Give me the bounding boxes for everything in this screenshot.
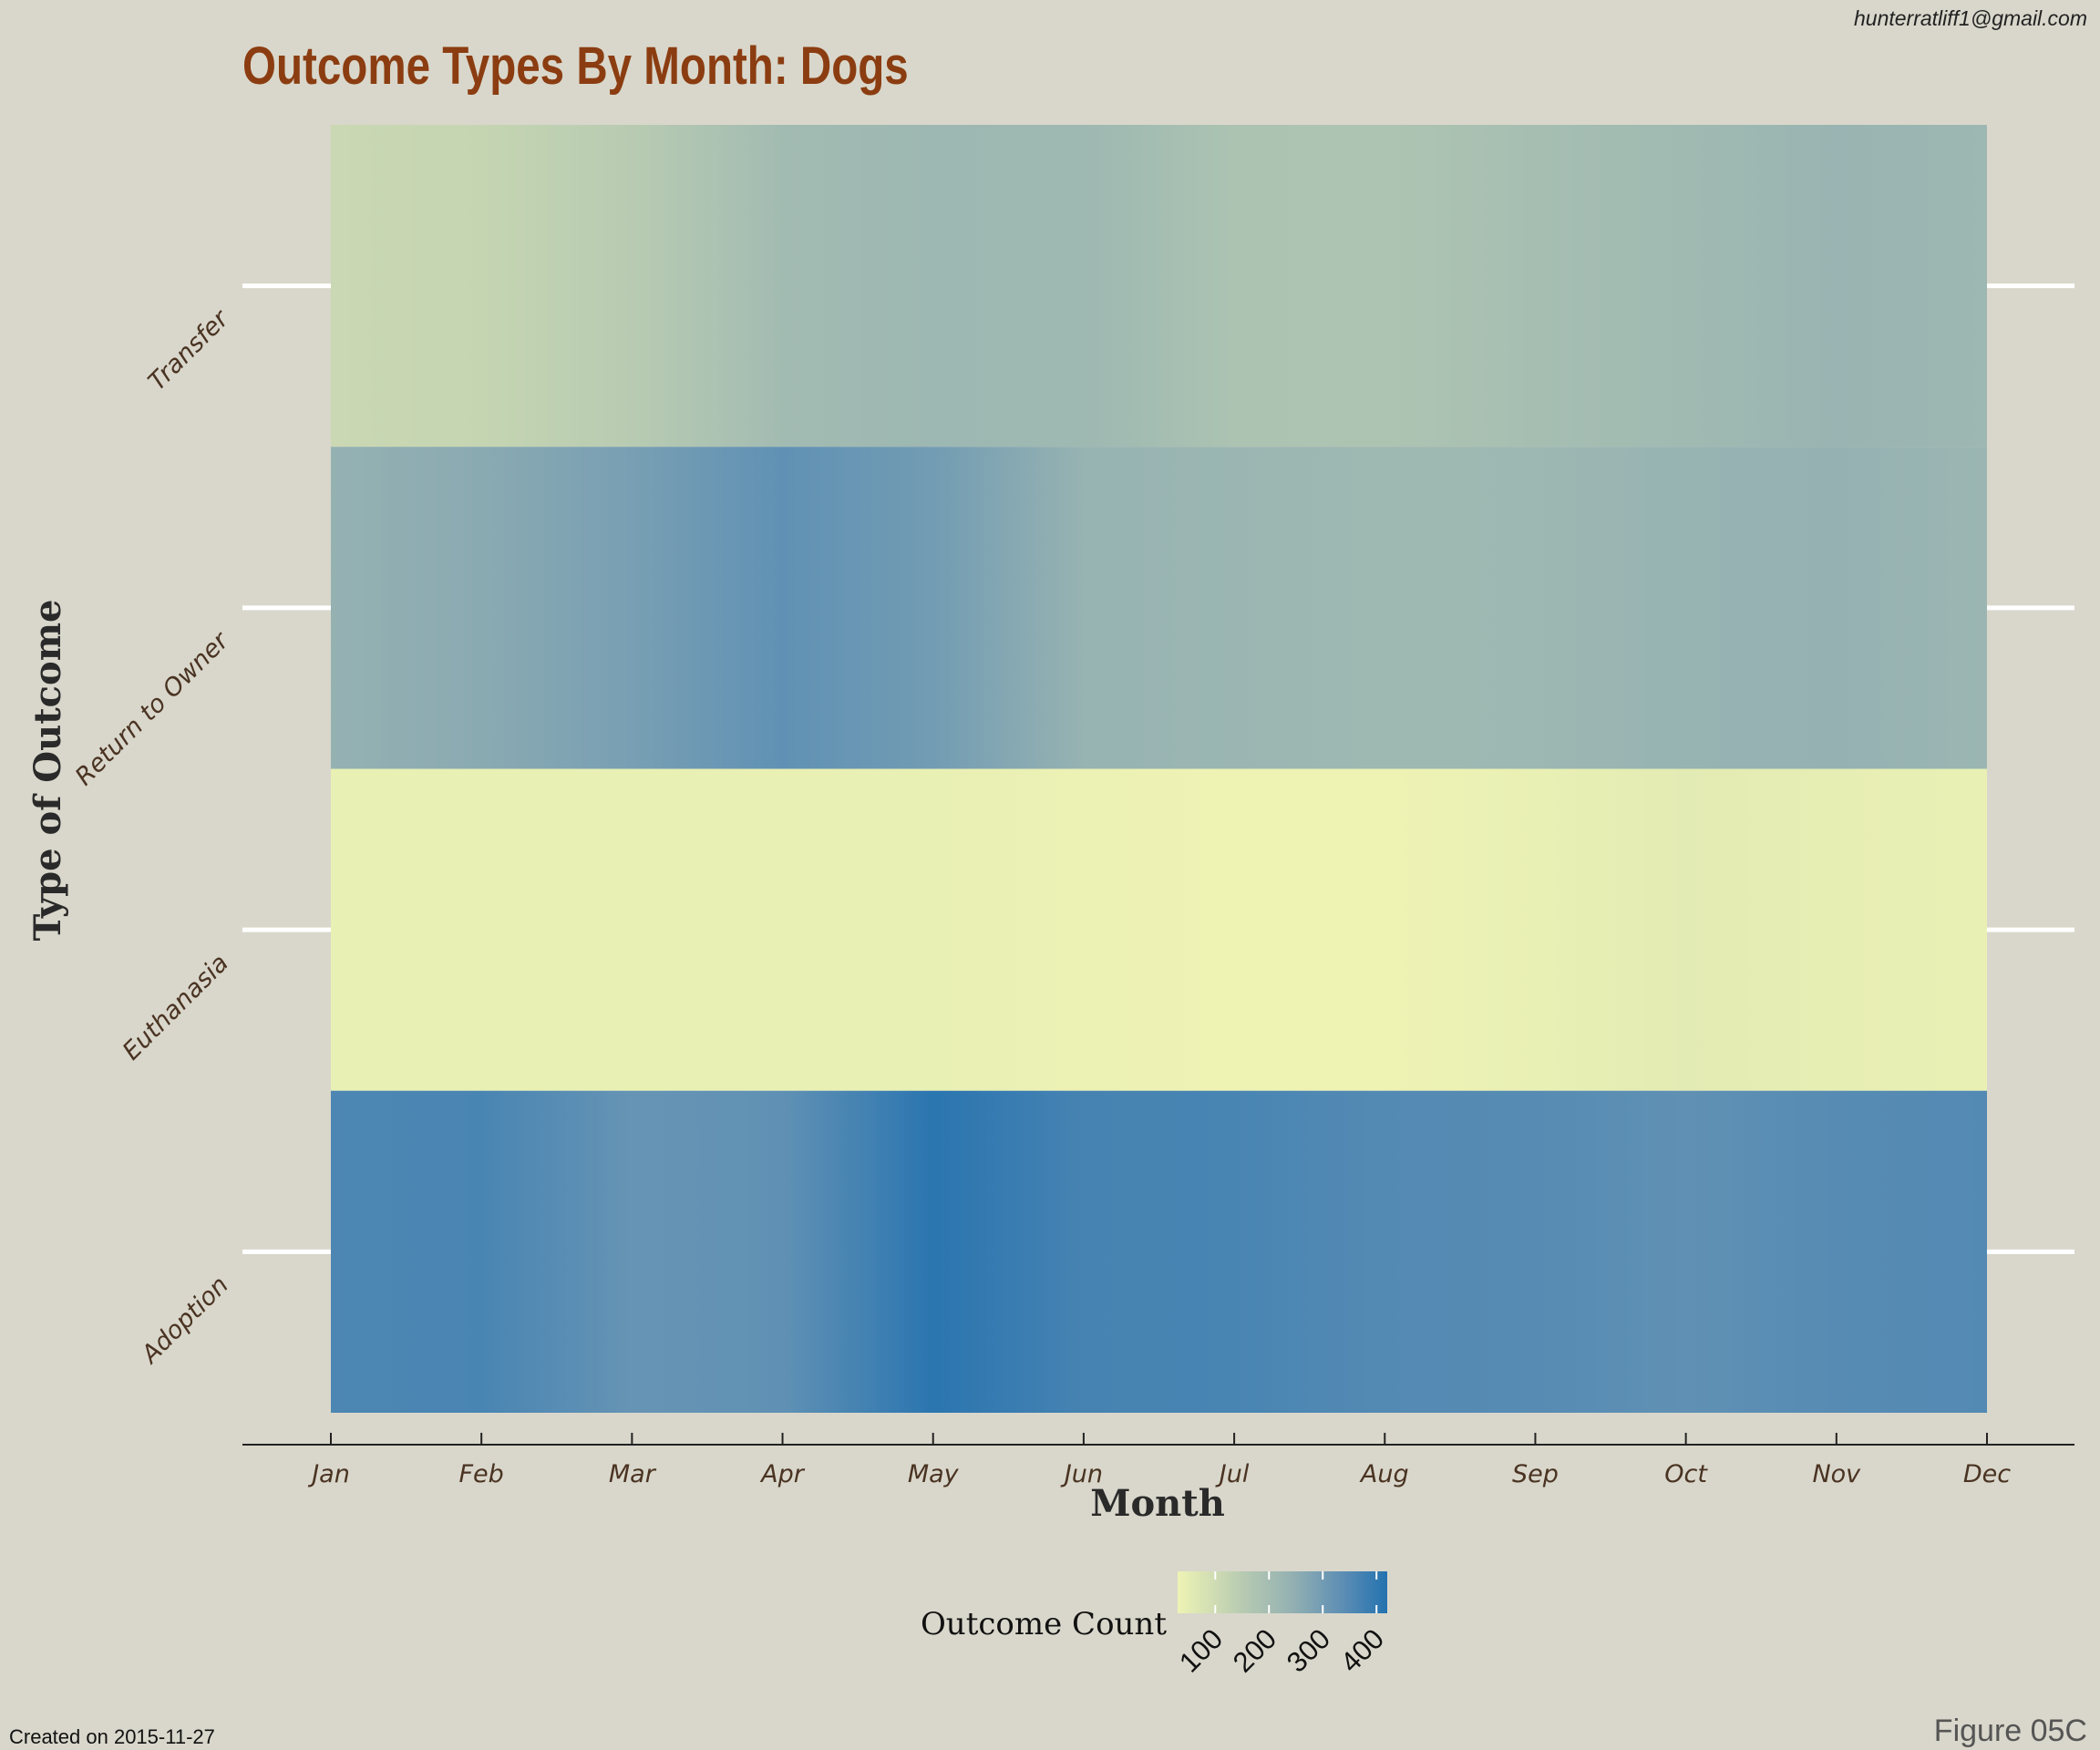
author-email: hunterratliff1@gmail.com: [1854, 6, 2087, 30]
y-tick-label: Euthanasia: [118, 949, 234, 1065]
x-tick-label: Jan: [307, 1460, 350, 1488]
created-date: Created on 2015-11-27: [9, 1725, 215, 1748]
x-tick-label: Mar: [609, 1460, 657, 1488]
x-tick-label: Jul: [1215, 1460, 1250, 1488]
heatmap-rows: [331, 125, 1987, 1413]
chart-title: Outcome Types By Month: Dogs: [242, 37, 909, 97]
heatmap-row: [331, 1090, 1987, 1413]
y-tick-label: Return to Owner: [70, 626, 235, 791]
x-tick-label: Apr: [759, 1460, 806, 1488]
x-axis-title: Month: [1090, 1482, 1225, 1525]
legend-tick-label: 200: [1227, 1622, 1282, 1678]
x-tick-label: Nov: [1812, 1460, 1861, 1488]
heatmap-row: [331, 447, 1987, 769]
x-tick-label: May: [908, 1460, 960, 1488]
heatmap-row: [331, 125, 1987, 448]
y-tick-label: Adoption: [135, 1271, 234, 1370]
x-tick-label: Oct: [1664, 1460, 1708, 1488]
legend-tick-label: 300: [1281, 1622, 1336, 1678]
x-tick-label: Feb: [459, 1460, 504, 1488]
legend-title: Outcome Count: [921, 1606, 1167, 1642]
y-tick-label: Transfer: [143, 304, 235, 396]
x-tick-label: Aug: [1359, 1460, 1409, 1488]
legend-color-bar: [1178, 1571, 1387, 1613]
legend-tick-label: 400: [1334, 1622, 1390, 1678]
x-tick-label: Jun: [1060, 1460, 1103, 1488]
x-axis-ticks: Jan Feb Mar Apr May Jun Jul Aug Sep Oct Nov Dec: [307, 1433, 2011, 1488]
figure-label: Figure 05C: [1934, 1714, 2087, 1748]
y-axis-ticks: Transfer Return to Owner Euthanasia Adoptio…: [70, 304, 235, 1370]
x-tick-label: Sep: [1512, 1460, 1559, 1488]
heatmap-row: [331, 768, 1987, 1091]
x-tick-label: Dec: [1963, 1460, 2011, 1488]
y-axis-title: Type of Outcome: [26, 600, 69, 942]
legend-tick-label: 100: [1173, 1622, 1229, 1678]
